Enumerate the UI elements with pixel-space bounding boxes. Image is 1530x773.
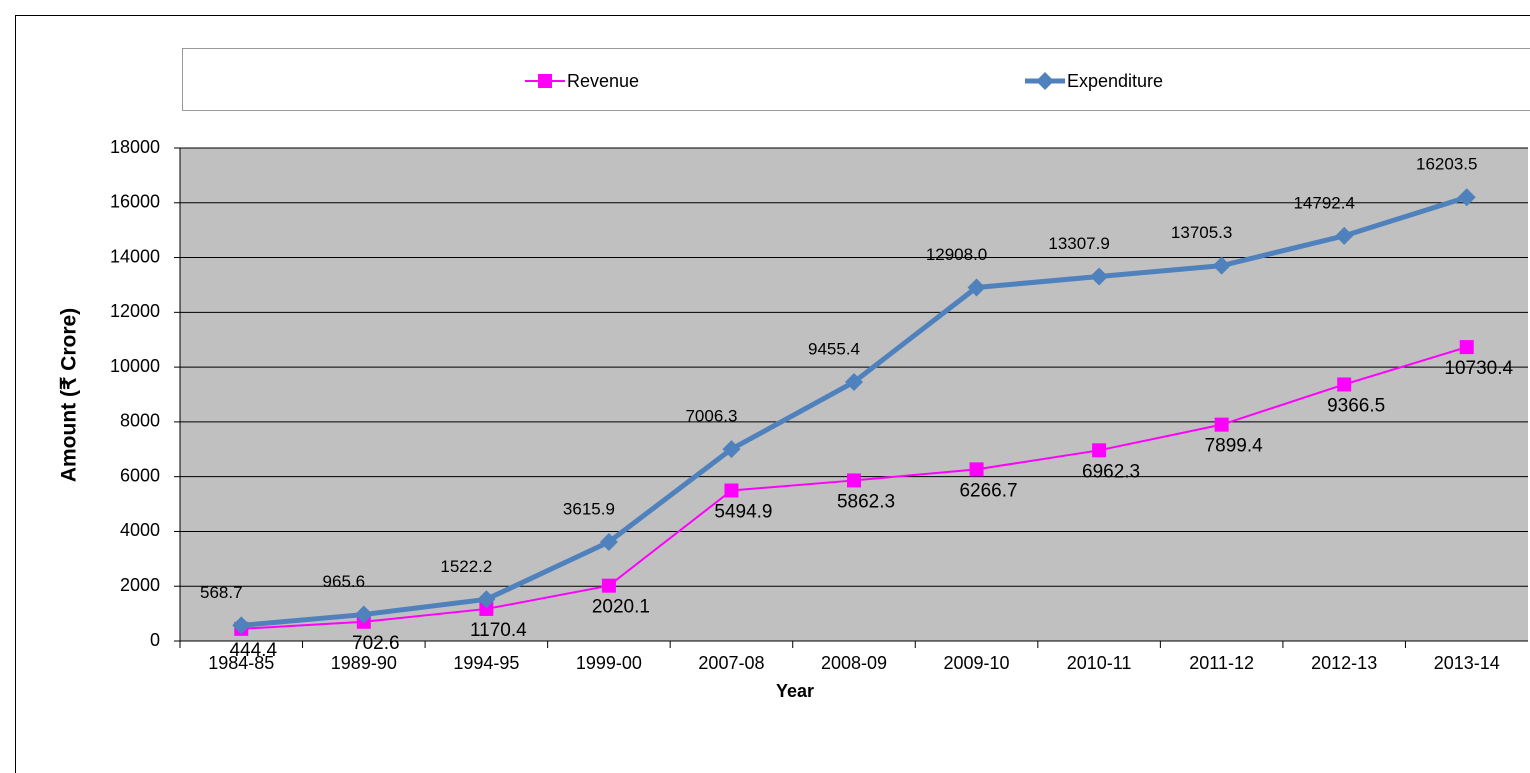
data-label: 7006.3 bbox=[685, 407, 737, 426]
data-label: 568.7 bbox=[200, 583, 243, 602]
x-tick-label: 1989-90 bbox=[331, 653, 397, 673]
y-tick-label: 6000 bbox=[120, 465, 160, 485]
legend-box bbox=[182, 48, 1530, 111]
y-tick-label: 8000 bbox=[120, 411, 160, 431]
data-point bbox=[1212, 256, 1231, 275]
data-point bbox=[477, 590, 496, 609]
y-tick-label: 2000 bbox=[120, 575, 160, 595]
data-label: 1170.4 bbox=[470, 620, 527, 641]
data-label: 10730.4 bbox=[1444, 358, 1513, 379]
x-tick-label: 2007-08 bbox=[698, 653, 764, 673]
y-tick-label: 10000 bbox=[110, 356, 160, 376]
data-point bbox=[1214, 417, 1229, 432]
data-label: 6962.3 bbox=[1082, 461, 1140, 482]
data-label: 3615.9 bbox=[563, 499, 615, 518]
x-tick-label: 1999-00 bbox=[576, 653, 642, 673]
data-point bbox=[599, 532, 618, 551]
x-tick-label: 2009-10 bbox=[944, 653, 1010, 673]
data-point bbox=[1459, 340, 1474, 355]
x-axis-title: Year bbox=[776, 681, 814, 701]
data-label: 9455.4 bbox=[808, 340, 860, 359]
legend-marker bbox=[538, 74, 552, 88]
data-label: 6266.7 bbox=[959, 480, 1017, 501]
data-point bbox=[1337, 377, 1352, 392]
data-point bbox=[969, 462, 984, 477]
data-point bbox=[847, 473, 861, 488]
data-point bbox=[724, 483, 739, 498]
x-tick-label: 1994-95 bbox=[453, 653, 519, 673]
y-tick-label: 0 bbox=[150, 630, 160, 650]
data-label: 702.6 bbox=[352, 633, 400, 654]
plot-area bbox=[180, 148, 1528, 641]
y-tick-label: 14000 bbox=[110, 246, 160, 266]
x-tick-label: 2011-12 bbox=[1189, 653, 1254, 673]
x-tick-label: 2013-14 bbox=[1434, 653, 1500, 673]
data-label: 12908.0 bbox=[926, 245, 987, 264]
y-axis-title: Amount (₹ Crore) bbox=[58, 308, 81, 482]
data-point bbox=[1335, 226, 1354, 245]
data-label: 16203.5 bbox=[1416, 155, 1477, 174]
data-point bbox=[479, 601, 494, 616]
data-label: 2020.1 bbox=[592, 597, 650, 618]
x-tick-label: 1984-85 bbox=[208, 653, 274, 673]
data-point bbox=[1092, 443, 1107, 458]
x-tick-label: 2012-13 bbox=[1311, 653, 1377, 673]
data-point bbox=[354, 605, 373, 624]
data-point bbox=[1090, 267, 1109, 286]
data-point bbox=[232, 616, 251, 635]
data-label: 5494.9 bbox=[714, 502, 772, 523]
y-tick-label: 16000 bbox=[110, 192, 160, 212]
data-label: 9366.5 bbox=[1327, 395, 1385, 416]
data-point bbox=[722, 440, 741, 459]
data-label: 14792.4 bbox=[1293, 193, 1354, 212]
legend-label: Expenditure bbox=[1067, 71, 1163, 91]
data-point bbox=[1457, 188, 1476, 207]
data-label: 13705.3 bbox=[1171, 223, 1232, 242]
y-tick-label: 18000 bbox=[110, 137, 160, 157]
data-label: 7899.4 bbox=[1205, 436, 1264, 457]
data-point bbox=[845, 373, 863, 392]
legend-marker bbox=[1036, 72, 1054, 90]
data-label: 13307.9 bbox=[1048, 234, 1109, 253]
data-label: 965.6 bbox=[323, 572, 366, 591]
data-label: 1522.2 bbox=[440, 557, 492, 576]
data-label: 5862.3 bbox=[837, 491, 895, 512]
x-tick-label: 2008-09 bbox=[821, 653, 887, 673]
data-point bbox=[967, 278, 986, 297]
y-tick-label: 4000 bbox=[120, 520, 160, 540]
legend-label: Revenue bbox=[567, 71, 639, 91]
x-tick-label: 2010-11 bbox=[1067, 653, 1132, 673]
y-tick-label: 12000 bbox=[110, 301, 160, 321]
data-label: 444.4 bbox=[229, 640, 277, 661]
data-point bbox=[601, 578, 616, 593]
